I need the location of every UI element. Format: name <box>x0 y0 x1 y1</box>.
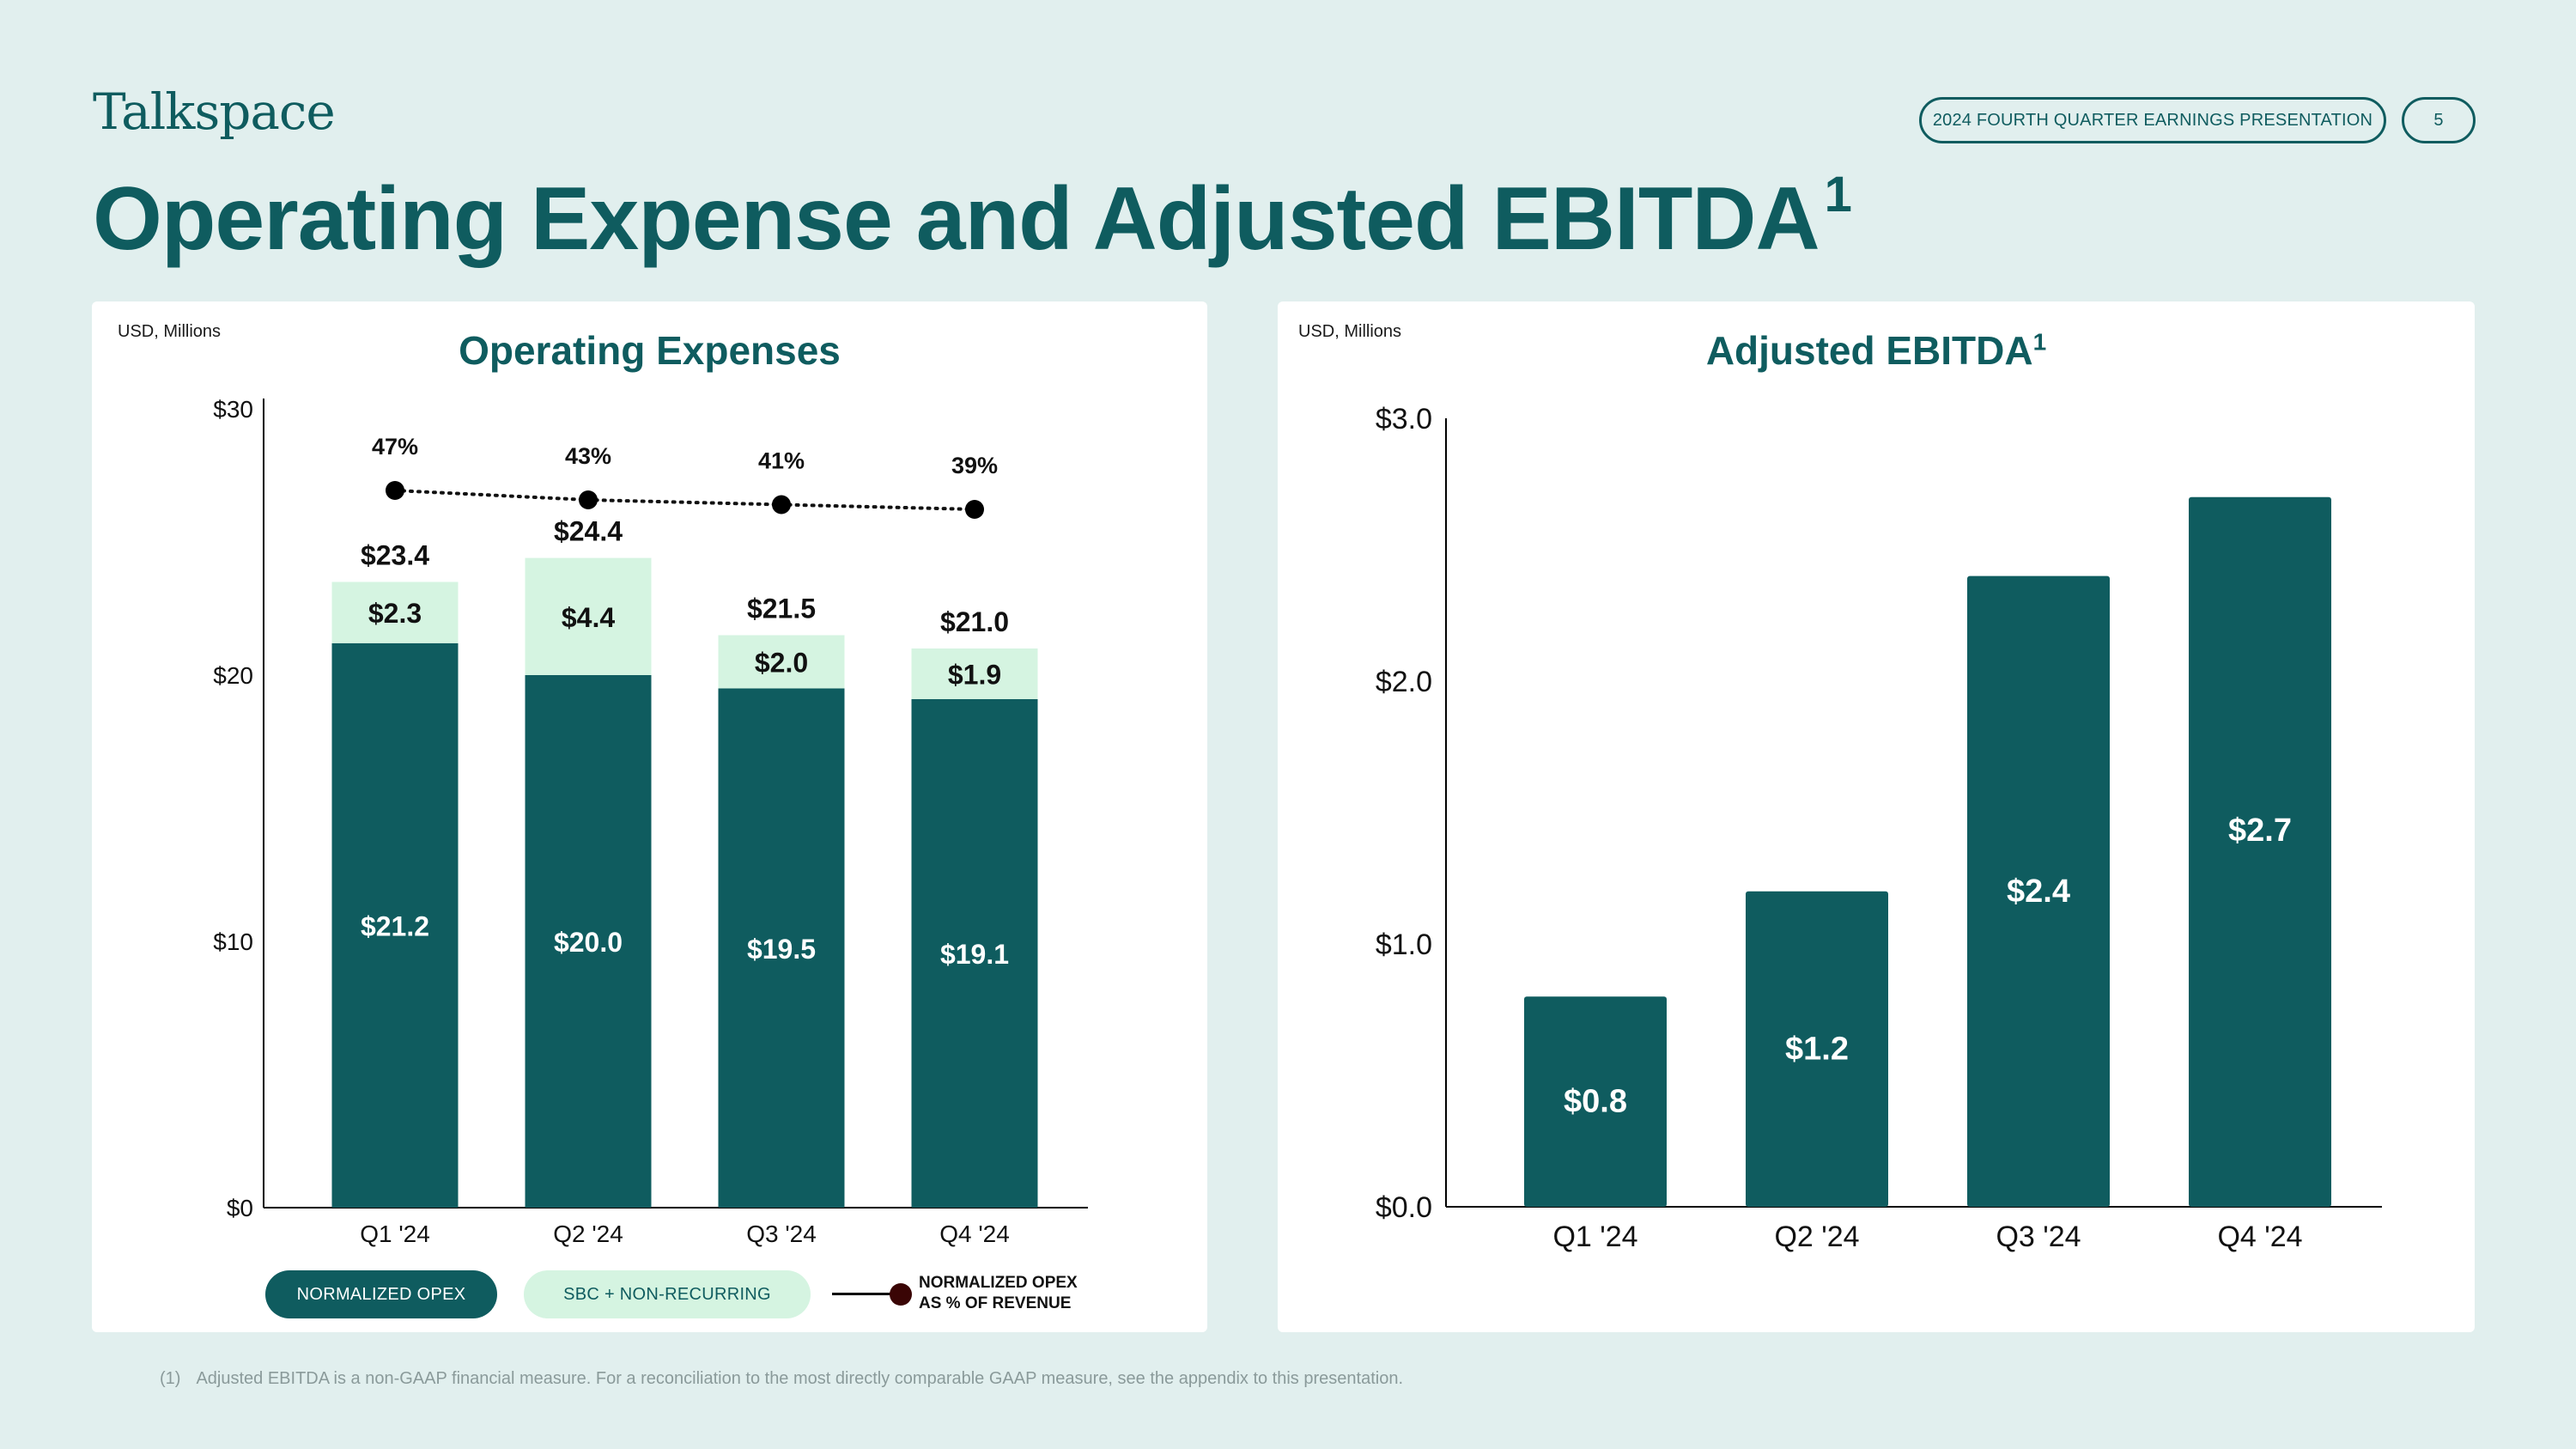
opex-pct-label: 41% <box>758 448 805 474</box>
opex-sbc-value-label: $2.0 <box>755 648 808 679</box>
ebitda-x-tick-label: Q4 '24 <box>2217 1221 2302 1253</box>
ebitda-x-tick-label: Q2 '24 <box>1774 1221 1859 1253</box>
ebitda-x-tick-label: Q1 '24 <box>1552 1221 1637 1253</box>
opex-sbc-value-label: $1.9 <box>948 659 1001 690</box>
footnote-marker: (1) <box>160 1369 181 1388</box>
legend-sbc-nonrecurring: SBC + NON-RECURRING <box>524 1270 811 1318</box>
opex-chart-title: Operating Expenses <box>459 328 841 373</box>
opex-bar-sbc <box>331 581 459 643</box>
ebitda-value-label: $1.2 <box>1785 1031 1849 1067</box>
opex-chart: $0 $10 $20 $30 $21.2 $2.3 $23.4 Q1 '24 $20.0 $4.4… <box>213 396 1088 1247</box>
opex-sbc-value-label: $4.4 <box>562 602 615 633</box>
page-title-text: Operating Expense and Adjusted EBITDA <box>93 169 1820 269</box>
ebitda-y-tick-label: $3.0 <box>1376 403 1432 435</box>
opex-bar-normalized <box>525 675 652 1208</box>
page-number-pill: 5 <box>2402 97 2476 143</box>
opex-y-tick-label: $30 <box>213 396 253 423</box>
opex-normalized-value-label: $21.2 <box>361 910 429 941</box>
legend-dot-marker <box>890 1283 912 1306</box>
opex-total-label: $21.0 <box>940 606 1009 637</box>
page-title-footnote-ref: 1 <box>1824 167 1852 223</box>
opex-total-label: $24.4 <box>554 516 623 547</box>
legend-line-marker <box>832 1293 899 1295</box>
opex-bar-normalized <box>911 698 1038 1208</box>
opex-bar-normalized <box>718 688 845 1208</box>
footnote: (1) Adjusted EBITDA is a non-GAAP financi… <box>160 1369 1403 1389</box>
opex-total-label: $23.4 <box>361 540 429 571</box>
opex-y-tick-label: $10 <box>213 928 253 955</box>
opex-chart-panel: USD, Millions Operating Expenses $0 $10 $2… <box>92 301 1207 1332</box>
opex-x-tick-label: Q2 '24 <box>553 1221 623 1247</box>
ebitda-units-label: USD, Millions <box>1298 322 1402 341</box>
ebitda-chart-title-text: Adjusted EBITDA <box>1705 328 2033 373</box>
opex-bar-normalized <box>331 642 459 1208</box>
opex-pct-point <box>579 490 598 509</box>
opex-pct-line <box>393 489 976 511</box>
opex-x-tick-label: Q3 '24 <box>746 1221 817 1247</box>
opex-pct-label: 39% <box>951 453 998 478</box>
ebitda-y-tick-label: $0.0 <box>1376 1191 1432 1224</box>
ebitda-x-tick-label: Q3 '24 <box>1996 1221 2081 1253</box>
legend-opex-pct: NORMALIZED OPEX AS % OF REVENUE <box>919 1273 1091 1314</box>
opex-pct-label: 43% <box>565 443 611 469</box>
ebitda-bar <box>2189 496 2331 1207</box>
ebitda-value-label: $0.8 <box>1564 1084 1627 1120</box>
footnote-text: Adjusted EBITDA is a non-GAAP financial … <box>196 1369 1403 1388</box>
opex-pct-label: 47% <box>372 434 418 460</box>
ebitda-y-tick-label: $2.0 <box>1376 666 1432 698</box>
opex-x-tick-label: Q4 '24 <box>939 1221 1010 1247</box>
opex-units-label: USD, Millions <box>118 322 222 341</box>
ebitda-chart: $0.0 $1.0 $2.0 $3.0 $0.8 Q1 '24 $1.2 Q2 '24 $2.4… <box>1376 403 2382 1253</box>
deck-label-pill: 2024 FOURTH QUARTER EARNINGS PRESENTATIO… <box>1919 97 2386 143</box>
legend-normalized-opex: NORMALIZED OPEX <box>265 1270 497 1318</box>
opex-pct-point <box>386 481 404 500</box>
page-title: Operating Expense and Adjusted EBITDA 1 <box>93 167 1852 271</box>
opex-bar-sbc <box>911 648 1038 699</box>
ebitda-bar <box>1967 575 2110 1207</box>
opex-normalized-value-label: $19.1 <box>940 939 1009 970</box>
opex-x-tick-label: Q1 '24 <box>360 1221 430 1247</box>
legend-opex-pct-line2: AS % OF REVENUE <box>919 1294 1072 1312</box>
opex-total-label: $21.5 <box>747 594 816 624</box>
ebitda-value-label: $2.7 <box>2228 813 2292 849</box>
ebitda-bar <box>1524 996 1667 1207</box>
ebitda-chart-title: Adjusted EBITDA1 <box>1278 327 2475 374</box>
talkspace-logo: Talkspace <box>93 82 336 141</box>
ebitda-chart-panel: USD, Millions Adjusted EBITDA1 $0.0 $1.0 $… <box>1278 301 2475 1332</box>
opex-bar-sbc <box>525 557 652 675</box>
opex-normalized-value-label: $19.5 <box>747 934 816 965</box>
ebitda-value-label: $2.4 <box>2007 874 2070 910</box>
opex-pct-point <box>965 500 984 519</box>
opex-normalized-value-label: $20.0 <box>554 927 623 958</box>
opex-bar-sbc <box>718 635 845 689</box>
opex-pct-point <box>772 495 791 514</box>
ebitda-bar <box>1746 891 1888 1207</box>
opex-y-tick-label: $0 <box>227 1195 253 1221</box>
opex-y-tick-label: $20 <box>213 662 253 689</box>
legend-opex-pct-line1: NORMALIZED OPEX <box>919 1274 1078 1292</box>
opex-sbc-value-label: $2.3 <box>368 598 422 629</box>
ebitda-y-tick-label: $1.0 <box>1376 928 1432 961</box>
ebitda-title-footnote-ref: 1 <box>2032 328 2047 356</box>
